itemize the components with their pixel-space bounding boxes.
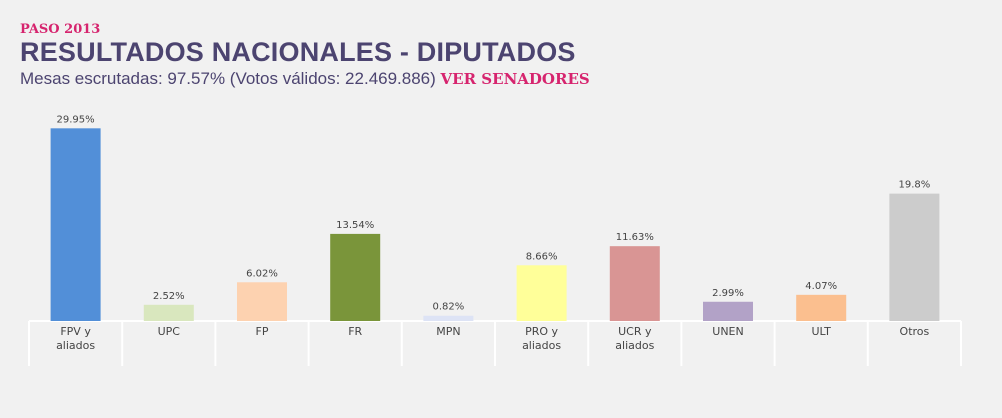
value-label: 6.02% bbox=[246, 268, 278, 279]
category-label: PRO y aliados bbox=[522, 325, 561, 352]
bar-5[interactable] bbox=[516, 265, 567, 321]
category-label: ULT bbox=[812, 325, 832, 338]
category-label: FP bbox=[256, 325, 269, 338]
election-kicker: PASO 2013 bbox=[20, 22, 101, 37]
bar-4[interactable] bbox=[423, 315, 474, 321]
bar-9[interactable] bbox=[889, 193, 940, 321]
chart-header: PASO 2013 RESULTADOS NACIONALES - DIPUTA… bbox=[20, 22, 980, 89]
category-label: MPN bbox=[436, 325, 460, 338]
category-label: Otros bbox=[900, 325, 930, 338]
value-label: 19.8% bbox=[899, 180, 931, 191]
bar-7[interactable] bbox=[703, 301, 753, 321]
value-label: 2.52% bbox=[153, 291, 185, 302]
value-label: 11.63% bbox=[616, 232, 654, 243]
value-label: 0.82% bbox=[433, 302, 465, 313]
value-label: 29.95% bbox=[57, 114, 95, 125]
value-label: 8.66% bbox=[526, 251, 558, 262]
bar-0[interactable] bbox=[50, 128, 101, 321]
category-label: UNEN bbox=[712, 325, 743, 338]
category-label: FR bbox=[348, 325, 362, 338]
value-label: 13.54% bbox=[336, 220, 374, 231]
page-subtitle: Mesas escrutadas: 97.57% (Votos válidos:… bbox=[20, 69, 980, 89]
page-title: RESULTADOS NACIONALES - DIPUTADOS bbox=[20, 37, 576, 67]
value-label: 4.07% bbox=[805, 281, 837, 292]
ver-senadores-link[interactable]: VER SENADORES bbox=[440, 70, 590, 88]
category-label: FPV y aliados bbox=[56, 325, 95, 352]
bar-2[interactable] bbox=[237, 282, 287, 321]
tally-summary: Mesas escrutadas: 97.57% (Votos válidos:… bbox=[20, 69, 436, 88]
bar-1[interactable] bbox=[143, 304, 194, 321]
category-label: UCR y aliados bbox=[615, 325, 654, 352]
value-label: 2.99% bbox=[712, 288, 744, 299]
bar-6[interactable] bbox=[609, 246, 660, 321]
bar-3[interactable] bbox=[330, 233, 381, 321]
category-label: UPC bbox=[158, 325, 181, 338]
bar-8[interactable] bbox=[796, 294, 847, 321]
